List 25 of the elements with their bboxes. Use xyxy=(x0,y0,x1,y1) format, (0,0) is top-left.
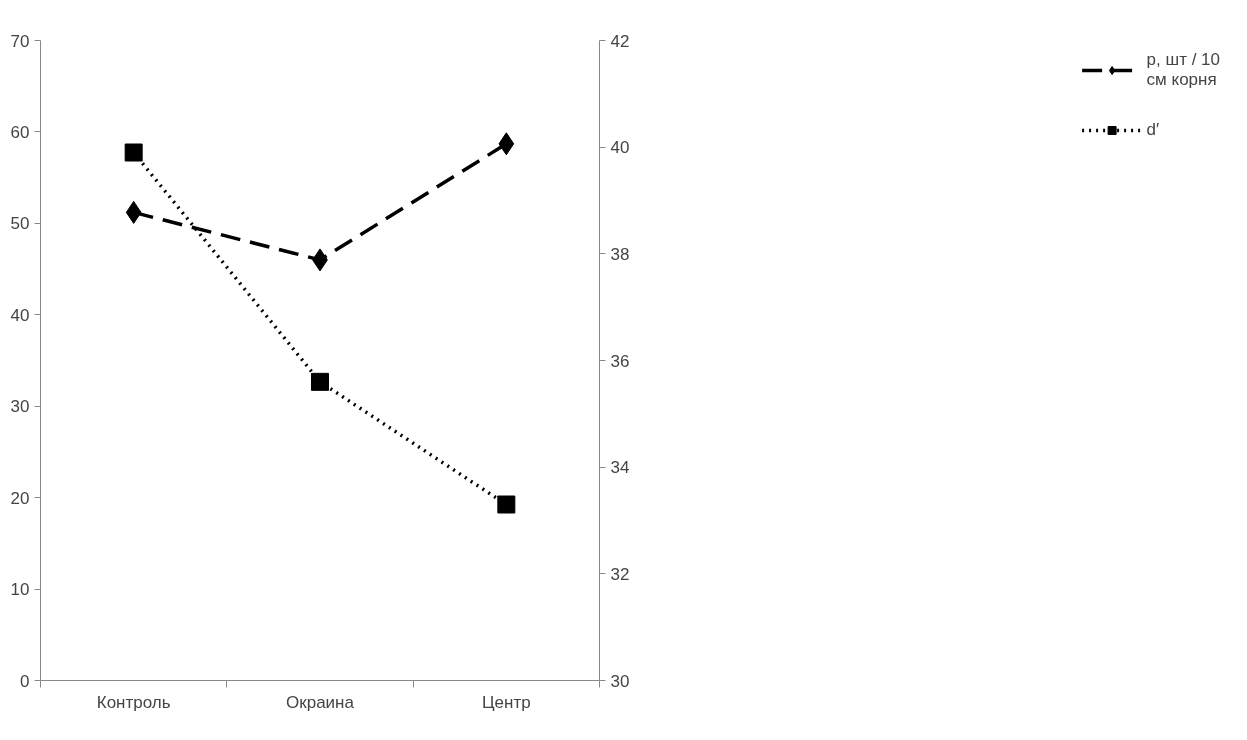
y2-tick-label: 34 xyxy=(610,458,630,478)
y-tick-label: 40 xyxy=(10,305,30,325)
y2-tick-label: 38 xyxy=(610,244,630,264)
y-tick-label: 30 xyxy=(10,397,30,417)
point xyxy=(497,495,516,514)
point xyxy=(498,132,515,156)
point xyxy=(311,372,329,391)
y2-tick-label: 30 xyxy=(610,671,630,691)
x-tick-label: Окраина xyxy=(286,692,355,712)
y2-tick-label: 36 xyxy=(610,351,630,371)
x-tick-label: Контроль xyxy=(96,692,171,712)
y2-tick-label: 40 xyxy=(610,138,630,158)
y2-tick-label: 32 xyxy=(610,564,630,584)
x-tick-label: Центр xyxy=(482,692,531,712)
y-tick-label: 10 xyxy=(10,580,30,600)
point xyxy=(125,200,142,224)
y-tick-label: 60 xyxy=(10,122,30,142)
y-tick-label: 20 xyxy=(10,488,30,508)
y-tick-label: 0 xyxy=(20,671,30,691)
y-tick-label: 70 xyxy=(10,31,30,51)
y-tick-label: 50 xyxy=(10,214,30,234)
legend-label: p, шт / 10 см корня xyxy=(1146,50,1220,90)
legend-label: d′ xyxy=(1146,120,1161,140)
y2-tick-label: 42 xyxy=(610,31,630,51)
point xyxy=(124,143,143,162)
